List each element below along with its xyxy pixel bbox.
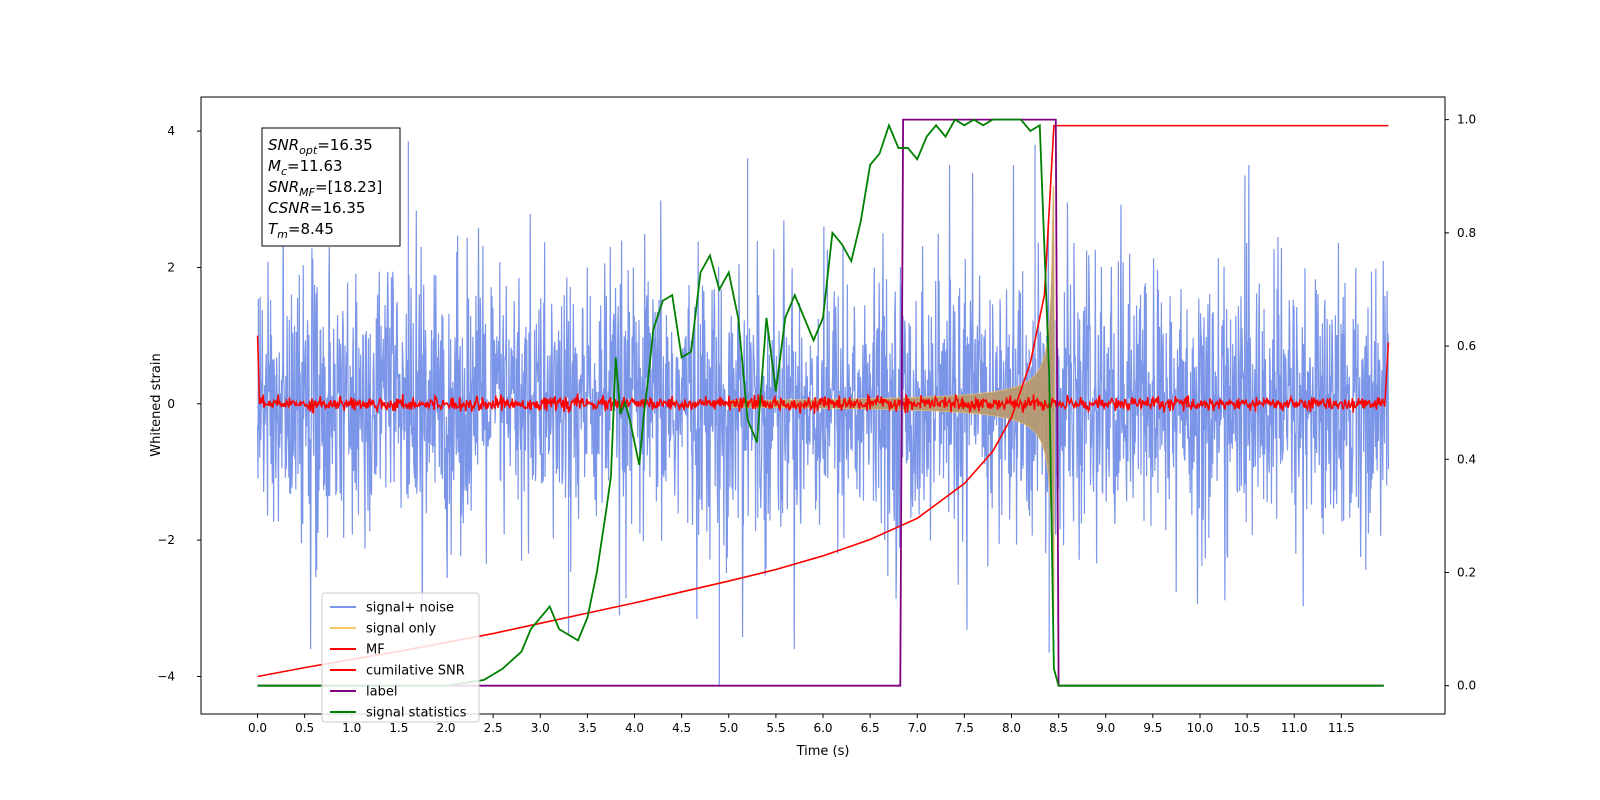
legend-label: signal only — [366, 622, 436, 637]
y-tick-label: 4 — [167, 124, 175, 138]
y-tick-label: 0 — [167, 397, 175, 411]
annotation-box: SNRopt=16.35Mc=11.63SNRMF=[18.23]CSNR=16… — [261, 127, 401, 247]
annotation-line: SNRopt=16.35 — [268, 136, 373, 157]
y2-tick-label: 0.6 — [1457, 339, 1476, 353]
x-tick-label: 6.0 — [813, 721, 832, 735]
x-tick-label: 10.5 — [1234, 721, 1261, 735]
annotation-line: Tm=8.45 — [268, 220, 334, 241]
x-tick-label: 9.5 — [1143, 721, 1162, 735]
x-tick-label: 2.0 — [436, 721, 455, 735]
y2-tick-label: 0.0 — [1457, 679, 1476, 693]
legend-label: signal+ noise — [366, 601, 454, 616]
x-tick-label: 3.5 — [578, 721, 597, 735]
x-tick-label: 0.5 — [295, 721, 314, 735]
x-tick-label: 5.0 — [719, 721, 738, 735]
series-signal-noise-line — [256, 165, 1390, 650]
chart-plot-area — [256, 118, 1390, 687]
x-tick-label: 10.0 — [1187, 721, 1214, 735]
y2-tick-label: 1.0 — [1457, 113, 1476, 127]
annotation-line: CSNR=16.35 — [268, 199, 365, 217]
y-tick-label: 2 — [167, 260, 175, 274]
y-tick-label: −4 — [157, 670, 175, 684]
x-axis-label: Time (s) — [796, 744, 850, 759]
series-signal-statistics-line — [257, 118, 1384, 687]
y2-tick-label: 0.4 — [1457, 452, 1476, 466]
legend-label: signal statistics — [366, 706, 467, 721]
legend-frame — [321, 592, 480, 723]
x-tick-label: 1.5 — [389, 721, 408, 735]
x-tick-label: 5.5 — [766, 721, 785, 735]
legend-label: cumilative SNR — [366, 664, 465, 679]
x-tick-label: 6.5 — [861, 721, 880, 735]
annotation-line: Mc=11.63 — [268, 157, 343, 178]
x-tick-label: 2.5 — [484, 721, 503, 735]
x-tick-label: 4.0 — [625, 721, 644, 735]
legend-label: label — [366, 685, 397, 700]
x-tick-label: 9.0 — [1096, 721, 1115, 735]
x-tick-label: 3.0 — [531, 721, 550, 735]
x-tick-label: 7.5 — [955, 721, 974, 735]
y-tick-label: −2 — [157, 533, 175, 547]
x-tick-label: 4.5 — [672, 721, 691, 735]
annotation-box-frame — [261, 127, 401, 247]
x-tick-label: 11.5 — [1328, 721, 1355, 735]
chart-legend: signal+ noise signal only MF cumilative SNR… — [321, 592, 480, 723]
legend-label: MF — [366, 643, 385, 658]
y2-tick-label: 0.8 — [1457, 226, 1476, 240]
x-tick-label: 0.0 — [248, 721, 267, 735]
x-tick-label: 7.0 — [908, 721, 927, 735]
x-tick-label: 8.0 — [1002, 721, 1021, 735]
chart-axes: 0.0 0.5 1.0 1.5 2.0 2.5 3.0 3.5 4.0 4.5 5.0 5.5 6.0 6… — [157, 113, 1476, 735]
y2-tick-label: 0.2 — [1457, 565, 1476, 579]
x-tick-label: 1.0 — [342, 721, 361, 735]
x-tick-label: 11.0 — [1281, 721, 1308, 735]
x-tick-label: 8.5 — [1049, 721, 1068, 735]
annotation-line: SNRMF=[18.23] — [268, 178, 382, 199]
y-axis-label: Whitened strain — [149, 353, 164, 456]
series-mf-line — [256, 335, 1390, 414]
